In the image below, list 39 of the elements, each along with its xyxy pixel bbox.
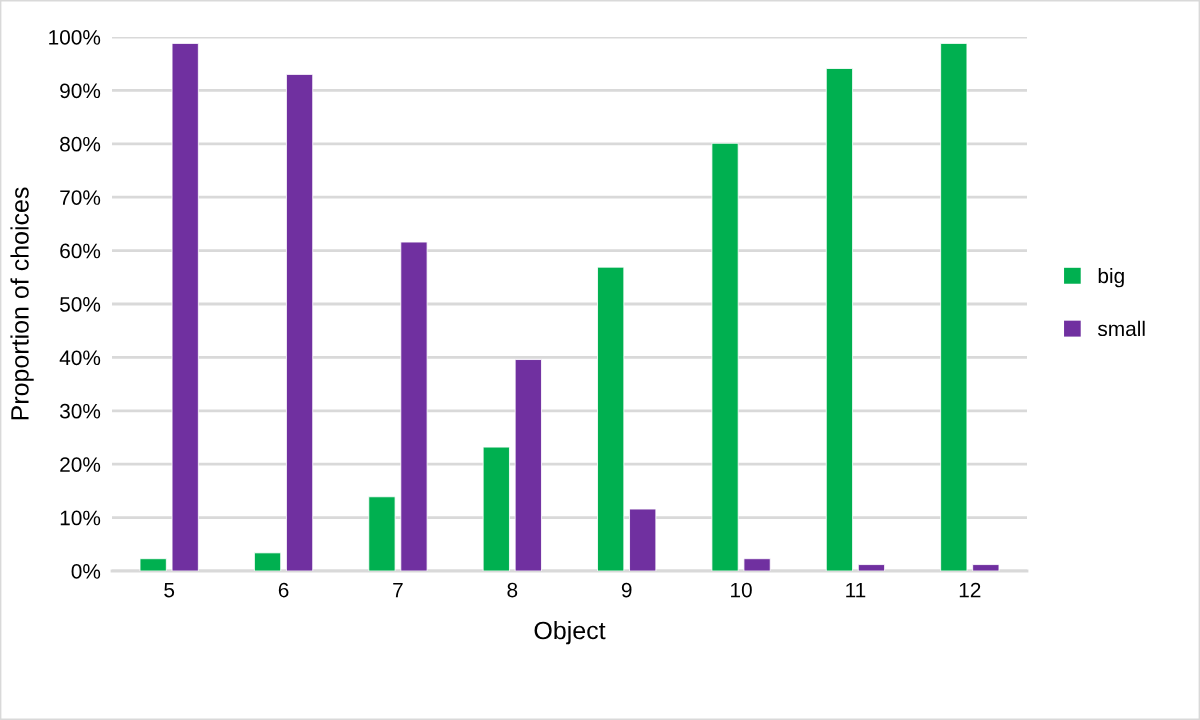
- bar: [711, 142, 739, 571]
- bar: [171, 42, 199, 571]
- bar: [253, 552, 282, 571]
- y-tick-label: 50%: [60, 297, 101, 312]
- x-tick-label: 10: [731, 582, 752, 598]
- x-tick-label: 7: [393, 582, 403, 598]
- bar: [629, 508, 657, 571]
- x-tick-label: 5: [164, 582, 175, 598]
- y-tick-label: 20%: [60, 457, 101, 472]
- bar: [597, 266, 625, 571]
- x-axis-title: Object: [534, 620, 606, 645]
- bar: [139, 558, 167, 571]
- y-tick-label: 10%: [60, 510, 101, 526]
- y-tick-label: 70%: [60, 190, 101, 205]
- x-tick-label: 9: [621, 582, 632, 598]
- bar: [743, 558, 771, 571]
- bar: [940, 42, 968, 571]
- y-tick-label: 100%: [49, 30, 101, 45]
- bar: [368, 496, 396, 571]
- y-tick-label: 30%: [59, 403, 101, 419]
- legend-label: small: [1097, 320, 1145, 337]
- y-axis-title: Proportion of choices: [10, 187, 34, 420]
- bar: [857, 564, 886, 571]
- y-tick-label: 90%: [60, 83, 101, 99]
- bar: [514, 359, 542, 571]
- bar: [972, 564, 1000, 571]
- x-tick-label: 8: [507, 582, 518, 598]
- bar: [286, 73, 314, 571]
- bar: [400, 241, 428, 571]
- bar: [825, 68, 853, 571]
- y-tick-label: 40%: [59, 350, 101, 366]
- y-tick-label: 80%: [60, 136, 101, 152]
- bar: [482, 446, 510, 571]
- y-tick-label: 60%: [60, 243, 101, 259]
- x-tick-label: 12: [959, 582, 981, 598]
- legend-label: big: [1098, 267, 1124, 288]
- x-tick-label: 11: [846, 582, 866, 598]
- y-tick-label: 0%: [71, 564, 101, 579]
- x-tick-label: 6: [278, 582, 289, 598]
